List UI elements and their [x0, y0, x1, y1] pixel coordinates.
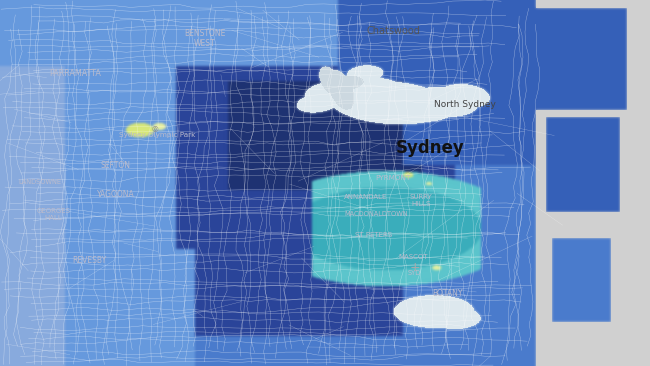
Text: Sydney Olympic Park: Sydney Olympic Park: [119, 132, 196, 138]
Text: ◎: ◎: [151, 124, 158, 133]
Text: Chatswood: Chatswood: [367, 26, 420, 36]
Text: SEFTON: SEFTON: [101, 161, 131, 170]
Text: PARRAMATTA: PARRAMATTA: [49, 69, 101, 78]
Text: BOTANY: BOTANY: [432, 289, 462, 298]
Text: MASCOT: MASCOT: [398, 254, 428, 260]
Text: Sydney: Sydney: [396, 139, 465, 157]
Text: MACDONALDTOWN: MACDONALDTOWN: [344, 211, 408, 217]
Text: ST PETERS: ST PETERS: [355, 232, 393, 238]
Text: SURRY
HILLS: SURRY HILLS: [410, 194, 433, 207]
Text: PYRMONT: PYRMONT: [376, 175, 411, 180]
Text: +: +: [410, 261, 420, 274]
Text: BENSTONE
WEST: BENSTONE WEST: [184, 29, 226, 48]
Text: LANDSOWNE: LANDSOWNE: [19, 179, 62, 185]
Text: REVESBY: REVESBY: [73, 256, 107, 265]
Text: GEORGES
HALL: GEORGES HALL: [36, 208, 70, 221]
Text: ANNANDALE: ANNANDALE: [344, 194, 387, 200]
Text: SYD: SYD: [408, 270, 421, 276]
Text: YAGOONA: YAGOONA: [97, 190, 135, 199]
Text: North Sydney: North Sydney: [434, 100, 496, 109]
